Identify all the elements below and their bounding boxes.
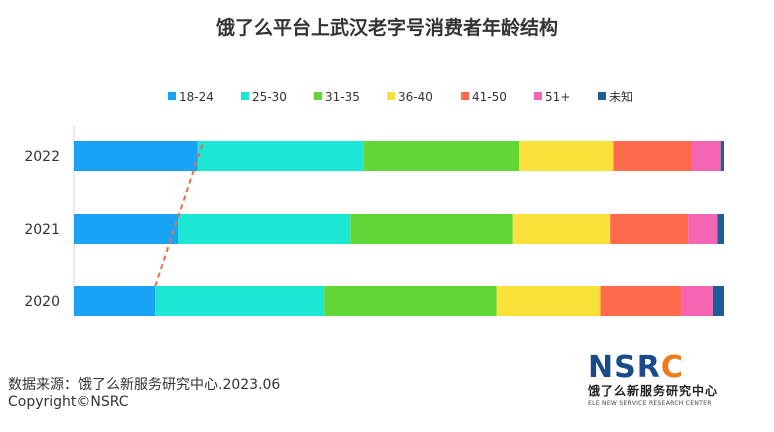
legend-swatch-3 <box>314 92 322 100</box>
bar-2020-series-1 <box>74 286 156 316</box>
bar-2022-series-6 <box>691 141 721 171</box>
stacked-bar-chart: 饿了么平台上武汉老字号消费者年龄结构 18-24 25-30 31-35 36-40 4… <box>24 16 724 318</box>
trend-annotation-line <box>154 140 205 287</box>
y-tick-label-2020: 2020 <box>24 294 60 310</box>
y-axis-ticks: 2022 2021 2020 <box>24 149 60 310</box>
legend-swatch-4 <box>387 92 395 100</box>
logo-letters: NSRC <box>588 352 758 384</box>
bar-2020-series-5 <box>600 286 682 316</box>
legend-swatch-1 <box>168 92 176 100</box>
bar-2020-series-4 <box>496 286 601 316</box>
bar-2021-series-4 <box>512 214 611 244</box>
bar-2021-series-2 <box>178 214 351 244</box>
legend-label-1: 18-24 <box>179 90 214 104</box>
legend-label-7: 未知 <box>609 90 633 104</box>
legend-label-6: 51+ <box>545 90 570 104</box>
legend-swatch-7 <box>598 92 606 100</box>
bar-2021-series-3 <box>350 214 513 244</box>
bar-2022-series-7 <box>720 141 724 171</box>
nsrc-logo: NSRC 饿了么新服务研究中心 ELE NEW SERVICE RESEARCH… <box>588 352 758 416</box>
bar-2022-series-1 <box>74 141 198 171</box>
bar-2020-series-2 <box>155 286 325 316</box>
logo-letters-accent: C <box>660 350 684 385</box>
chart-title: 饿了么平台上武汉老字号消费者年龄结构 <box>215 16 558 39</box>
legend-label-2: 25-30 <box>252 90 287 104</box>
logo-chinese-name: 饿了么新服务研究中心 <box>588 384 719 398</box>
legend-label-5: 41-50 <box>472 90 507 104</box>
logo-english-name: ELE NEW SERVICE RESEARCH CENTER <box>588 400 712 407</box>
y-tick-label-2022: 2022 <box>24 149 60 165</box>
bar-series <box>74 141 724 316</box>
bar-2021-series-1 <box>74 214 178 244</box>
bar-2020-series-3 <box>324 286 497 316</box>
source-text: 数据来源：饿了么新服务研究中心.2023.06 <box>8 377 281 393</box>
bar-2022-series-2 <box>197 141 364 171</box>
y-tick-label-2021: 2021 <box>24 222 60 238</box>
legend-label-4: 36-40 <box>398 90 433 104</box>
legend-swatch-6 <box>534 92 542 100</box>
bar-2022-series-3 <box>363 141 520 171</box>
copyright-text: Copyright©NSRC <box>8 394 129 410</box>
bar-2021-series-7 <box>717 214 724 244</box>
bar-2020-series-6 <box>681 286 713 316</box>
chart-legend: 18-24 25-30 31-35 36-40 41-50 51+ 未知 <box>168 90 633 104</box>
bar-2021-series-6 <box>688 214 718 244</box>
logo-letters-main: NSR <box>588 350 661 385</box>
legend-swatch-5 <box>461 92 469 100</box>
legend-swatch-2 <box>241 92 249 100</box>
legend-label-3: 31-35 <box>325 90 360 104</box>
bar-2022-series-5 <box>613 141 692 171</box>
bar-2022-series-4 <box>519 141 614 171</box>
bar-2021-series-5 <box>610 214 689 244</box>
bar-2020-series-7 <box>712 286 724 316</box>
